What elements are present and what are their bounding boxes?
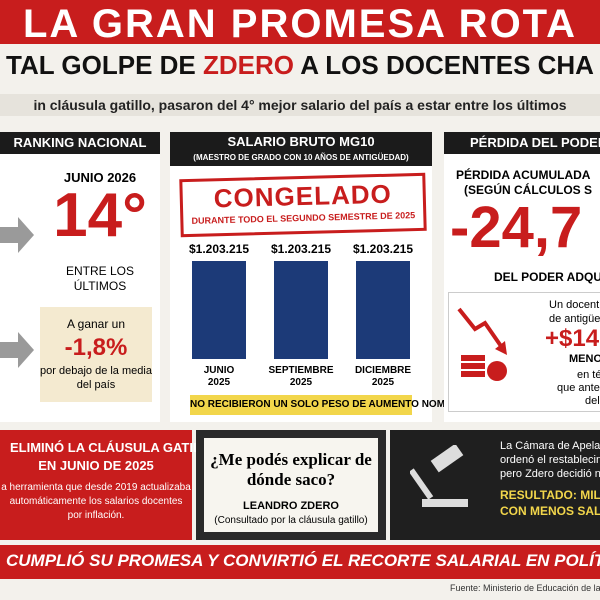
period-word: 2025 xyxy=(290,377,313,388)
money-icon xyxy=(457,307,507,381)
subtitle-part: TAL GOLPE DE xyxy=(6,50,203,80)
gavel-head xyxy=(430,445,464,473)
court-text: La Cámara de Apela xyxy=(500,440,600,452)
court-panel: La Cámara de Apela ordenó el restablecin… xyxy=(390,430,600,540)
coin xyxy=(461,355,485,361)
ranking-caption: ENTRE LOS xyxy=(65,264,134,278)
salary-footer: NO RECIBIERON UN SOLO PESO DE AUMENTO NO… xyxy=(190,395,468,415)
coin xyxy=(487,361,507,381)
arrow-head xyxy=(495,341,507,355)
quote-context: (Consultado por la cláusula gatillo) xyxy=(214,515,368,526)
panel-heading: RANKING NACIONAL xyxy=(0,132,160,154)
value-label: $1.203.215 xyxy=(353,242,413,256)
value-label: $1.203.215 xyxy=(189,242,249,256)
gatillo-text: a herramienta que desde 2019 actualizaba xyxy=(1,482,191,493)
gavel-base xyxy=(422,499,468,507)
court-text: ordenó el restablecin xyxy=(500,454,600,466)
gatillo-text: por inflación. xyxy=(67,510,125,521)
arrow-icon xyxy=(0,332,34,368)
period-word: 2025 xyxy=(208,377,231,388)
gavel-icon xyxy=(410,445,468,507)
box-text: por debajo de la media xyxy=(40,365,152,377)
gatillo-title: EN JUNIO DE 2025 xyxy=(38,458,154,473)
panel-heading: SALARIO BRUTO MG10 xyxy=(170,132,432,152)
period-word: SEPTIEMBRE xyxy=(268,365,333,376)
loss-caption: DEL PODER ADQU xyxy=(494,270,600,284)
gatillo-title: ELIMINÓ LA CLÁUSULA GATILLO xyxy=(10,440,219,455)
value-label: $1.203.215 xyxy=(271,242,331,256)
court-result: RESULTADO: MILE xyxy=(500,488,600,502)
quote-author: LEANDRO ZDERO xyxy=(243,500,339,512)
court-result: CON MENOS SALARI xyxy=(500,504,600,518)
box-text: que antes c xyxy=(557,382,600,394)
period-label: SEPTIEMBRE 2025 xyxy=(268,365,333,388)
arrows xyxy=(0,217,34,368)
subtitle-part: A LOS DOCENTES CHA xyxy=(293,50,594,80)
loss-figure: -24,7 xyxy=(450,195,583,260)
header-band xyxy=(0,0,600,44)
box-text: A ganar un xyxy=(66,317,126,331)
court-text: pero Zdero decidió n xyxy=(500,468,600,480)
subtitle-part: ZDERO xyxy=(202,50,294,80)
period-word: DICIEMBRE xyxy=(355,365,411,376)
banner-band xyxy=(0,545,600,579)
panel-subheading: (MAESTRO DE GRADO CON 10 AÑOS DE ANTIGÜE… xyxy=(170,152,432,166)
ranking-caption: ÚLTIMOS xyxy=(73,279,127,293)
quote-card: ¿Me podés explicar de dónde saco? LEANDR… xyxy=(204,438,378,532)
gatillo-text: automáticamente los salarios docentes xyxy=(9,496,183,507)
loss-text: (SEGÚN CÁLCULOS S xyxy=(464,183,593,197)
ranking-position: 14° xyxy=(53,181,147,250)
subtitle: TAL GOLPE DE ZDERO A LOS DOCENTES CHA xyxy=(0,50,600,81)
ranking-date: JUNIO 2026 xyxy=(63,170,137,185)
stamp-text: CONGELADO xyxy=(213,178,393,214)
box-figure: -1,8% xyxy=(64,334,128,361)
gavel-handle xyxy=(410,468,434,500)
bar xyxy=(356,261,410,359)
bar xyxy=(274,261,328,359)
panel-heading: PÉRDIDA DEL PODER xyxy=(444,132,600,154)
box-text: del país xyxy=(76,379,116,391)
box-text: MENOS xyxy=(569,353,600,365)
salary-panel: SALARIO BRUTO MG10 (MAESTRO DE GRADO CON… xyxy=(170,132,468,422)
box-figure: +$14 xyxy=(545,325,600,352)
coin xyxy=(461,371,485,377)
box-text: Un docent xyxy=(549,299,600,311)
loss-panel: PÉRDIDA DEL PODER PÉRDIDA ACUMULADA (SEG… xyxy=(444,132,600,422)
down-arrow xyxy=(457,307,505,351)
arrow-icon xyxy=(0,217,34,253)
box-text: de antigüe xyxy=(549,313,600,325)
source: Fuente: Ministerio de Educación de la xyxy=(450,583,600,593)
gatillo-panel: ELIMINÓ LA CLÁUSULA GATILLO EN JUNIO DE … xyxy=(0,430,219,540)
bar xyxy=(192,261,246,359)
loss-box: Un docent de antigüe +$14 MENOS en térm … xyxy=(448,292,600,412)
box-text: del xyxy=(585,395,600,407)
banner: CUMPLIÓ SU PROMESA Y CONVIRTIÓ EL RECORT… xyxy=(6,551,600,570)
stamp: CONGELADO DURANTE TODO EL SEGUNDO SEMEST… xyxy=(179,172,427,238)
period-word: 2025 xyxy=(372,377,395,388)
title: LA GRAN PROMESA ROTA xyxy=(22,2,578,46)
period-label: JUNIO 2025 xyxy=(204,365,235,388)
period-label: DICIEMBRE 2025 xyxy=(355,365,411,388)
loss-text: PÉRDIDA ACUMULADA xyxy=(456,168,591,182)
quote-text: ¿Me podés explicar de dónde saco? xyxy=(210,450,372,489)
quote-panel: ¿Me podés explicar de dónde saco? LEANDR… xyxy=(196,430,386,540)
period-word: JUNIO xyxy=(204,365,235,376)
ranking-panel: RANKING NACIONAL JUNIO 2026 14° ENTRE LO… xyxy=(0,132,160,422)
ranking-box: A ganar un -1,8% por debajo de la media … xyxy=(40,307,152,402)
coin xyxy=(461,363,485,369)
box-text: en térm xyxy=(577,369,600,381)
lead: in cláusula gatillo, pasaron del 4° mejo… xyxy=(0,94,600,116)
